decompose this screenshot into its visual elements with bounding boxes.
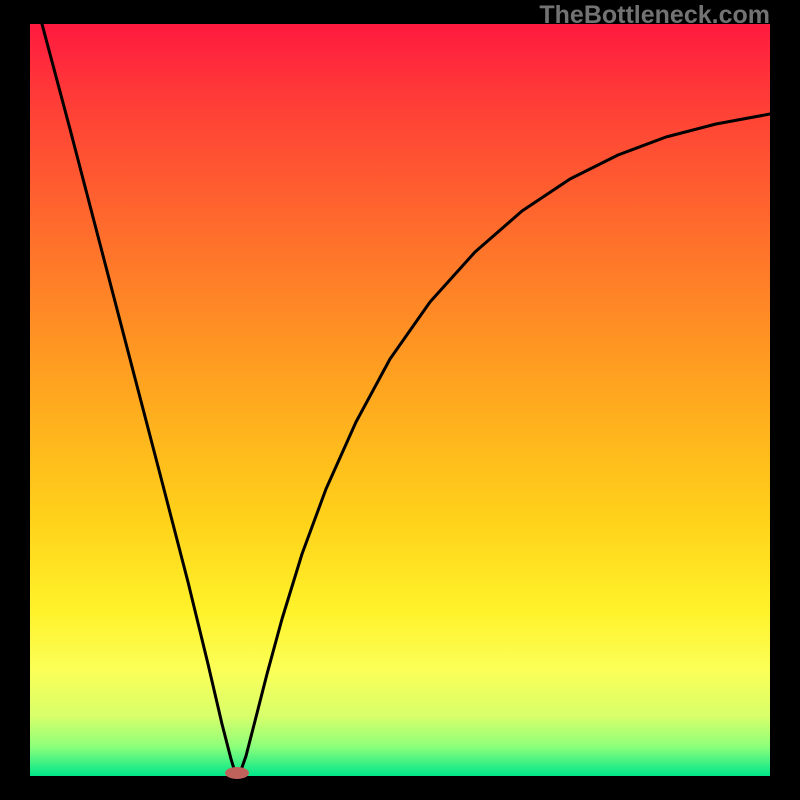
watermark-text: TheBottleneck.com <box>539 1 770 30</box>
minimum-marker <box>225 767 249 779</box>
chart-frame: TheBottleneck.com <box>0 0 800 800</box>
plot-area <box>30 24 770 776</box>
bottleneck-curve <box>30 24 770 776</box>
